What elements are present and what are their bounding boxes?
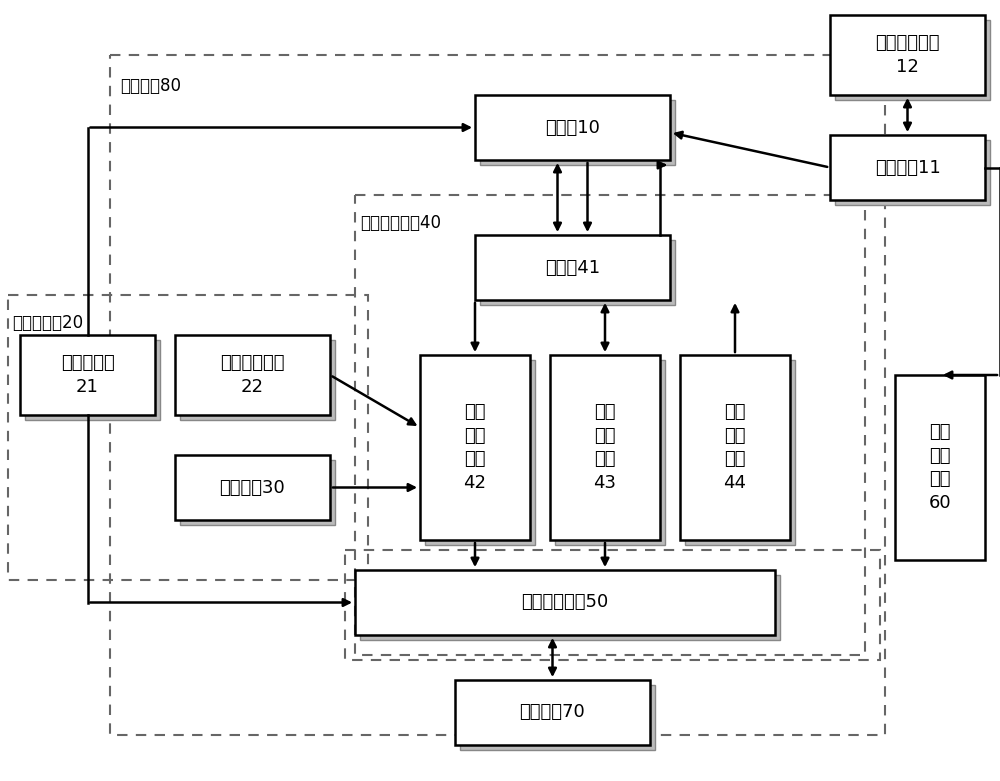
Bar (550, 355, 660, 540)
Bar (175, 335, 330, 415)
Bar (8, 295, 368, 580)
Bar (895, 375, 985, 560)
Text: 模拟
量输
入板
43: 模拟 量输 入板 43 (594, 403, 616, 492)
Bar (475, 95, 670, 160)
Text: 后台主机11: 后台主机11 (875, 159, 940, 177)
Bar (425, 360, 535, 545)
Bar (835, 140, 990, 205)
Text: 前置机10: 前置机10 (545, 119, 600, 137)
Bar (180, 460, 335, 525)
Text: 测试机柜80: 测试机柜80 (120, 77, 181, 95)
Bar (480, 100, 675, 165)
Text: 继保测试仪
21: 继保测试仪 21 (61, 355, 114, 396)
Bar (830, 15, 985, 95)
Text: 温湿
度控
制柜
60: 温湿 度控 制柜 60 (929, 423, 951, 512)
Bar (345, 550, 880, 660)
Text: 开关
量输
入板
44: 开关 量输 入板 44 (724, 403, 746, 492)
Text: 直流可调电源
22: 直流可调电源 22 (220, 355, 285, 396)
Bar (475, 235, 670, 300)
Text: 采集控制装置40: 采集控制装置40 (360, 214, 441, 232)
Bar (110, 55, 885, 735)
Bar (25, 340, 160, 420)
Bar (830, 135, 985, 200)
Text: 开关电源30: 开关电源30 (220, 479, 285, 497)
Bar (460, 685, 655, 750)
Text: 开关
量输
出板
42: 开关 量输 出板 42 (464, 403, 486, 492)
Bar (480, 240, 675, 305)
Bar (180, 340, 335, 420)
Text: 人机交互模块
12: 人机交互模块 12 (875, 34, 940, 76)
Text: 卡件适配装置50: 卡件适配装置50 (521, 594, 609, 612)
Bar (355, 570, 775, 635)
Bar (835, 20, 990, 100)
Text: 主控板41: 主控板41 (545, 259, 600, 276)
Bar (680, 355, 790, 540)
Bar (360, 575, 780, 640)
Bar (420, 355, 530, 540)
Bar (455, 680, 650, 745)
Bar (685, 360, 795, 545)
Bar (20, 335, 155, 415)
Bar (355, 195, 865, 655)
Bar (175, 455, 330, 520)
Bar (555, 360, 665, 545)
Text: 测试信号源20: 测试信号源20 (12, 314, 83, 332)
Text: 电子卡件70: 电子卡件70 (520, 704, 585, 722)
